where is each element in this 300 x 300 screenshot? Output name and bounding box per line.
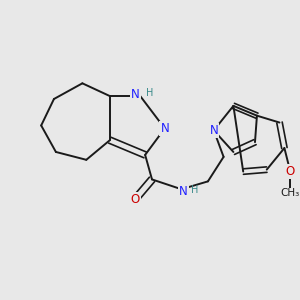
Text: N: N bbox=[179, 185, 188, 198]
Text: H: H bbox=[191, 185, 199, 195]
Text: N: N bbox=[131, 88, 140, 100]
Text: N: N bbox=[160, 122, 169, 135]
Text: O: O bbox=[286, 165, 295, 178]
Text: CH₃: CH₃ bbox=[281, 188, 300, 198]
Text: O: O bbox=[131, 193, 140, 206]
Text: N: N bbox=[209, 124, 218, 137]
Text: H: H bbox=[146, 88, 154, 98]
